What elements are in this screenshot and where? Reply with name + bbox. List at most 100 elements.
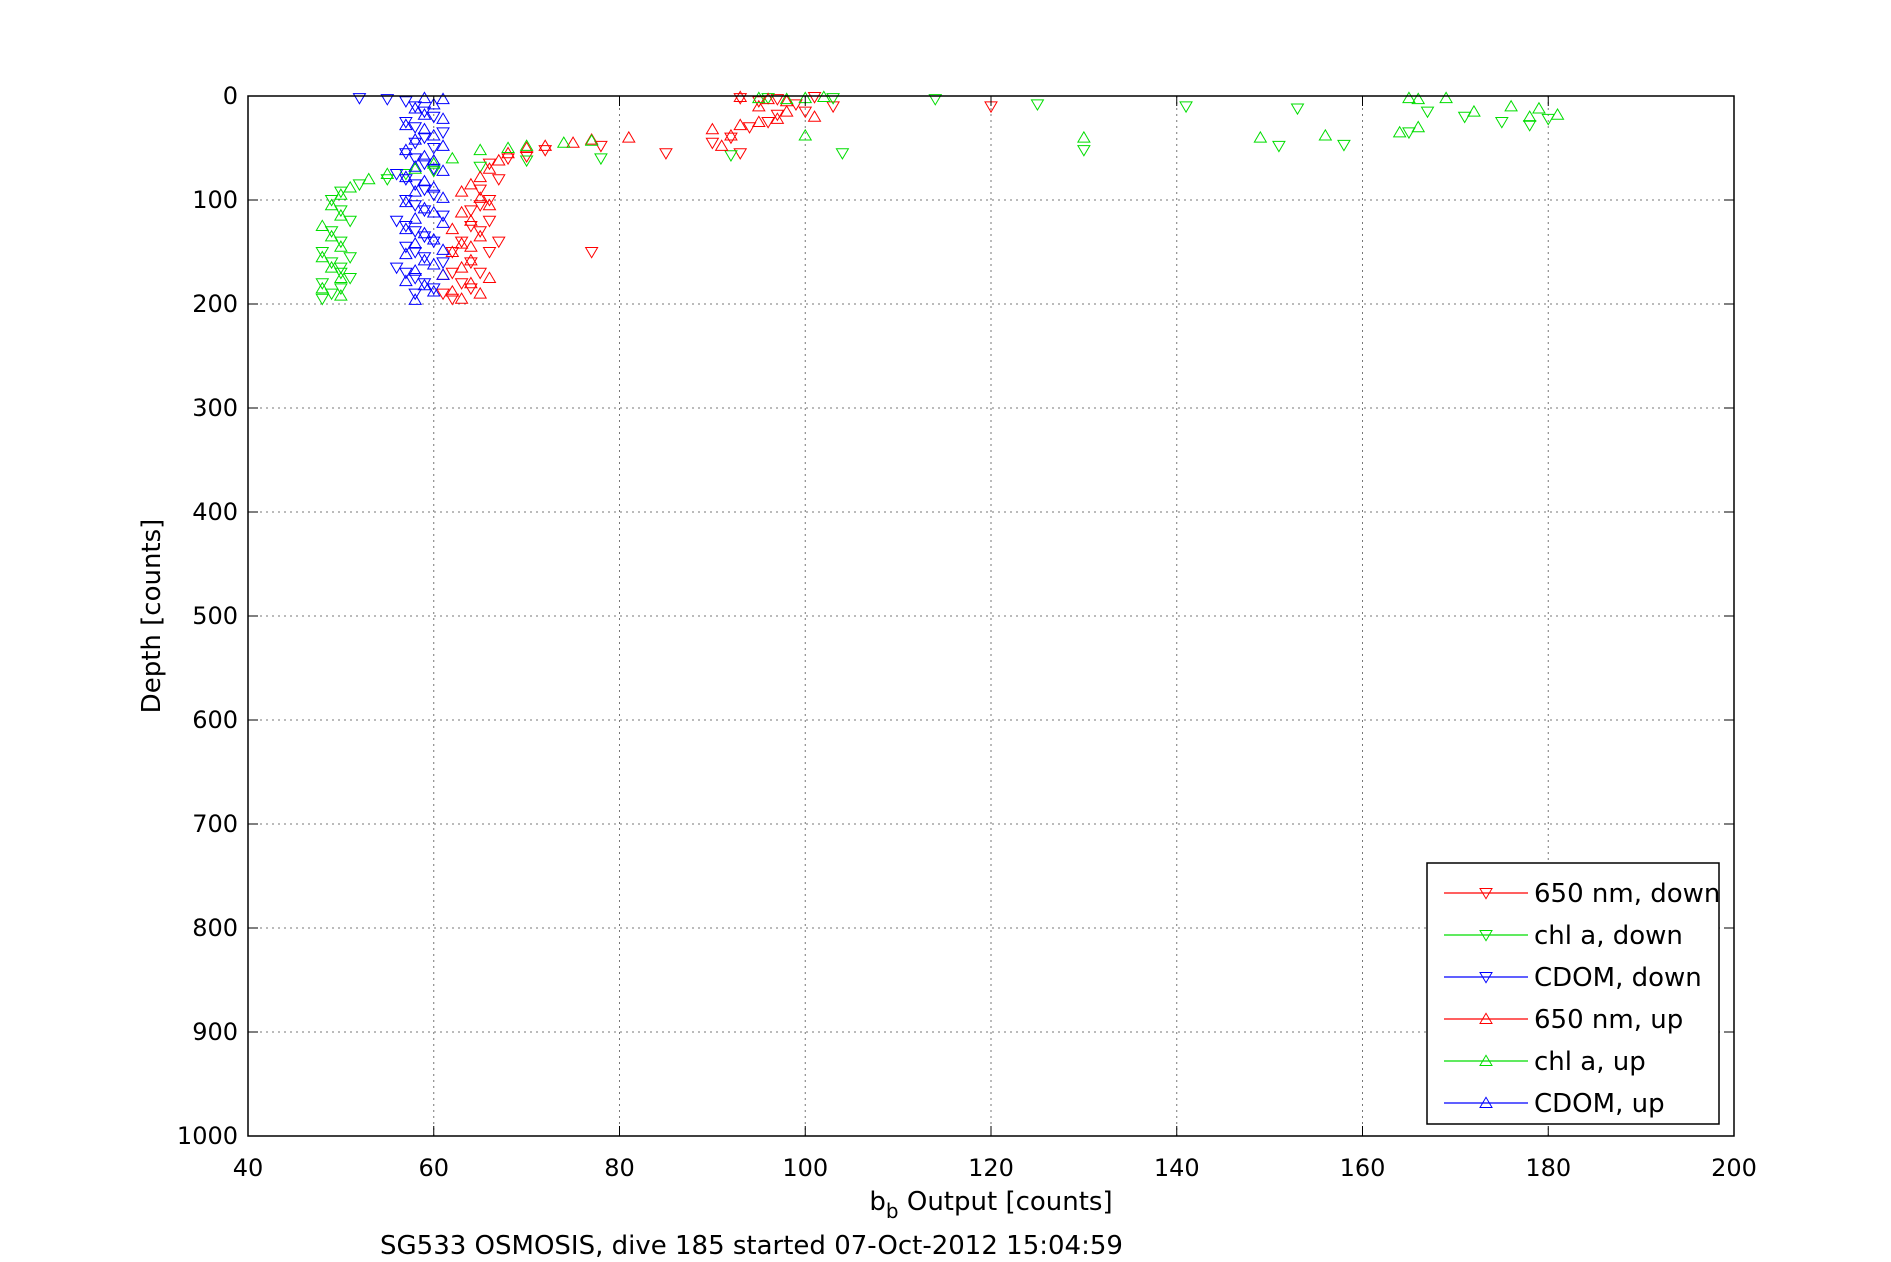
y-tick-label: 700 <box>192 810 238 838</box>
data-point <box>426 284 441 297</box>
data-point <box>1522 110 1537 122</box>
plot-markers <box>315 90 1565 306</box>
data-point <box>1494 117 1509 129</box>
data-point <box>733 118 748 131</box>
data-point <box>426 143 441 155</box>
data-point <box>1077 145 1091 157</box>
data-point <box>352 179 367 192</box>
data-point <box>417 201 432 214</box>
data-point <box>399 222 413 235</box>
data-point <box>426 111 441 124</box>
legend-marker <box>1479 888 1493 900</box>
legend: 650 nm, down chl a, down CDOM, down 650 nm,… <box>1426 862 1720 1125</box>
data-point <box>464 283 478 296</box>
y-tick-label: 800 <box>192 914 238 942</box>
data-point <box>779 92 794 105</box>
data-point <box>1392 125 1407 138</box>
legend-label: CDOM, down <box>1534 963 1702 993</box>
data-point <box>426 153 441 166</box>
data-point <box>798 128 813 141</box>
data-point <box>315 247 330 259</box>
y-tick-label: 900 <box>192 1018 238 1046</box>
data-point <box>436 139 450 151</box>
legend-label: 650 nm, up <box>1534 1005 1683 1035</box>
data-point <box>594 153 608 166</box>
data-point <box>1272 140 1286 153</box>
data-point <box>464 240 478 252</box>
data-point <box>473 184 488 197</box>
legend-marker <box>1479 972 1493 984</box>
data-point <box>724 150 738 162</box>
data-point <box>584 132 599 145</box>
data-point <box>491 174 506 186</box>
legend-label: CDOM, up <box>1534 1089 1665 1119</box>
data-point <box>426 189 441 202</box>
data-point <box>436 216 450 228</box>
data-point <box>491 236 506 249</box>
data-point <box>426 180 441 193</box>
data-point <box>724 128 738 141</box>
data-point <box>417 91 432 104</box>
data-point <box>473 191 488 203</box>
data-point <box>798 106 813 119</box>
data-point <box>464 214 478 226</box>
x-axis-label: bb Output [counts] <box>869 1187 1112 1223</box>
data-point <box>1318 128 1333 141</box>
data-point <box>417 122 432 135</box>
data-point <box>714 139 729 151</box>
data-point <box>426 97 441 110</box>
data-point <box>324 198 339 211</box>
data-point <box>324 226 339 238</box>
data-point <box>1467 104 1481 117</box>
data-point <box>464 253 478 266</box>
x-tick-label: 40 <box>233 1154 264 1182</box>
data-point <box>1337 139 1351 152</box>
x-tick-label: 200 <box>1711 1154 1757 1182</box>
data-point <box>733 93 748 105</box>
data-point <box>426 165 441 178</box>
x-tick-label: 80 <box>604 1154 635 1182</box>
data-point <box>334 205 348 218</box>
data-point <box>399 247 413 260</box>
data-point <box>473 267 488 280</box>
data-point <box>1411 92 1426 105</box>
data-point <box>1290 103 1305 116</box>
data-point <box>928 94 943 106</box>
x-axis-label-subscript: b <box>886 1199 899 1223</box>
data-point <box>343 252 358 264</box>
data-point <box>621 130 636 143</box>
data-point <box>538 139 553 151</box>
data-point <box>408 293 423 305</box>
x-tick-label: 100 <box>782 1154 828 1182</box>
legend-label: chl a, up <box>1534 1047 1646 1077</box>
data-point <box>445 151 460 164</box>
y-axis-label: Depth [counts] <box>137 519 167 714</box>
data-point <box>770 112 785 124</box>
x-tick-label: 180 <box>1525 1154 1571 1182</box>
data-point <box>426 205 441 218</box>
data-point <box>399 170 413 183</box>
data-point <box>807 92 822 104</box>
data-point <box>1532 101 1546 114</box>
y-tick-label: 0 <box>223 82 238 110</box>
legend-marker <box>1479 1054 1493 1066</box>
data-point <box>482 271 497 283</box>
data-point <box>1402 91 1416 104</box>
data-point <box>473 161 488 174</box>
data-point <box>436 112 450 124</box>
data-point <box>436 127 450 140</box>
legend-marker <box>1479 1012 1493 1024</box>
data-point <box>436 268 450 280</box>
data-point <box>436 164 450 176</box>
caption: SG533 OSMOSIS, dive 185 started 07-Oct-2… <box>380 1231 1123 1261</box>
data-point <box>482 247 497 259</box>
data-point <box>1439 91 1453 104</box>
data-point <box>426 232 441 245</box>
data-point <box>380 167 395 179</box>
data-point <box>482 158 497 171</box>
data-point <box>733 148 748 160</box>
data-point <box>826 93 840 105</box>
data-point <box>835 148 850 160</box>
legend-box <box>1426 862 1720 1125</box>
data-point <box>1504 99 1518 112</box>
